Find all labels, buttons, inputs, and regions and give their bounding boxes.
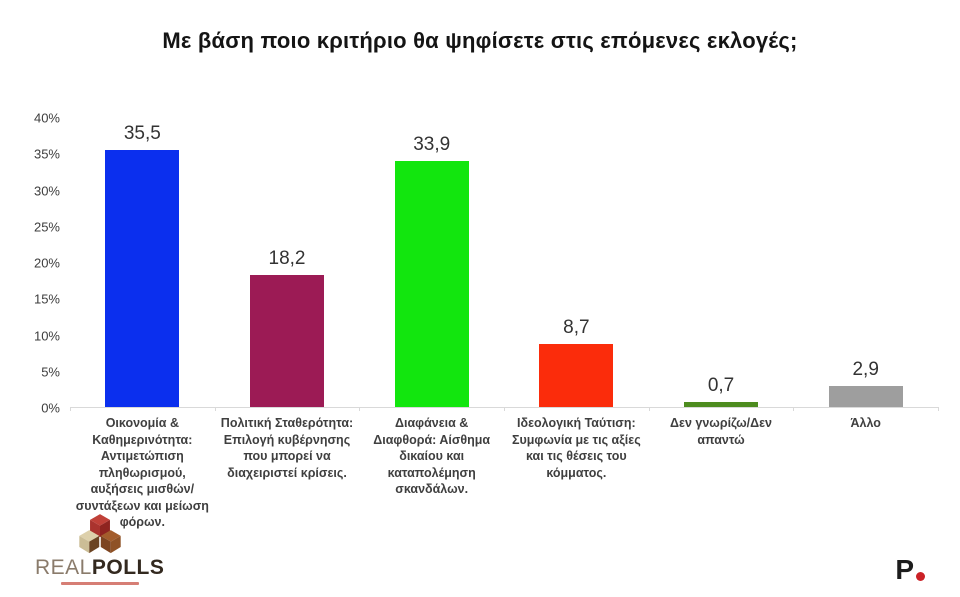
category-labels: Οικονομία & Καθημερινότητα: Αντιμετώπιση…: [70, 408, 938, 531]
bar-column: 8,7: [504, 118, 649, 407]
y-tick-label: 10%: [33, 328, 60, 343]
y-tick-label: 0%: [41, 400, 60, 416]
bar-value-label: 0,7: [707, 374, 735, 396]
realpolls-polls-text: POLLS: [91, 556, 165, 579]
realpolls-wordmark: REALPOLLS: [35, 557, 164, 578]
x-axis-tick: [504, 407, 505, 411]
bar-column: 0,7: [649, 118, 794, 407]
category-label: Ιδεολογική Ταύτιση: Συμφωνία με τις αξίε…: [511, 416, 641, 480]
realpolls-logo: REALPOLLS: [35, 513, 164, 585]
p-logo-dot-icon: [916, 572, 925, 581]
y-tick-label: 40%: [33, 110, 60, 126]
category-label: Οικονομία & Καθημερινότητα: Αντιμετώπιση…: [75, 416, 209, 529]
bar: [250, 275, 324, 407]
bar-column: 2,9: [793, 118, 938, 407]
bar-column: 18,2: [215, 118, 360, 407]
y-tick-label: 15%: [33, 291, 60, 307]
bar-value-label: 8,7: [563, 316, 590, 338]
bar-value-label: 33,9: [413, 134, 451, 156]
category-label: Πολιτική Σταθερότητα: Επιλογή κυβέρνησης…: [220, 416, 354, 480]
y-tick-label: 35%: [33, 146, 60, 162]
category-label: Διαφάνεια & Διαφθορά: Αίσθημα δικαίου κα…: [373, 416, 491, 496]
bar-column: 35,5: [70, 118, 215, 407]
x-axis-tick: [648, 407, 650, 411]
realpolls-cube-icon: [78, 514, 121, 554]
bar: [828, 385, 903, 407]
category-label: Άλλο: [850, 416, 881, 430]
bar-value-label: 2,9: [852, 358, 879, 380]
bar-column: 33,9: [359, 118, 504, 407]
realpolls-real-text: REAL: [35, 556, 92, 579]
category-label: Δεν γνωρίζω/Δεν απαντώ: [670, 416, 772, 447]
plot-area: 35,5 18,2 33,9 8,7 0,7 2,9: [70, 118, 939, 411]
y-tick-label: 25%: [33, 219, 60, 235]
bar: [105, 149, 180, 407]
x-axis-tick: [70, 407, 71, 411]
p-logo-letter: P: [895, 553, 914, 585]
p-logo: P: [895, 553, 925, 585]
y-tick-label: 20%: [33, 255, 60, 271]
bar: [394, 161, 469, 407]
x-axis-tick: [214, 407, 216, 411]
bar: [539, 343, 614, 407]
bar-chart: 0% 5% 10% 15% 20% 25% 30% 35% 40% 35,5 18,2 33,9 8,…: [20, 111, 939, 531]
bar: [684, 401, 759, 407]
y-axis: 0% 5% 10% 15% 20% 25% 30% 35% 40%: [20, 111, 70, 416]
bar-value-label: 35,5: [123, 122, 161, 144]
x-axis-tick: [793, 407, 795, 411]
x-axis-tick: [359, 407, 361, 411]
realpolls-tagline: [60, 582, 139, 585]
y-tick-label: 30%: [33, 183, 60, 198]
y-tick-label: 5%: [41, 364, 60, 380]
bar-value-label: 18,2: [268, 248, 306, 270]
chart-title: Με βάση ποιο κριτήριο θα ψηφίσετε στις ε…: [162, 28, 798, 53]
x-axis-tick: [938, 407, 939, 411]
footer: REALPOLLS P: [35, 513, 925, 585]
